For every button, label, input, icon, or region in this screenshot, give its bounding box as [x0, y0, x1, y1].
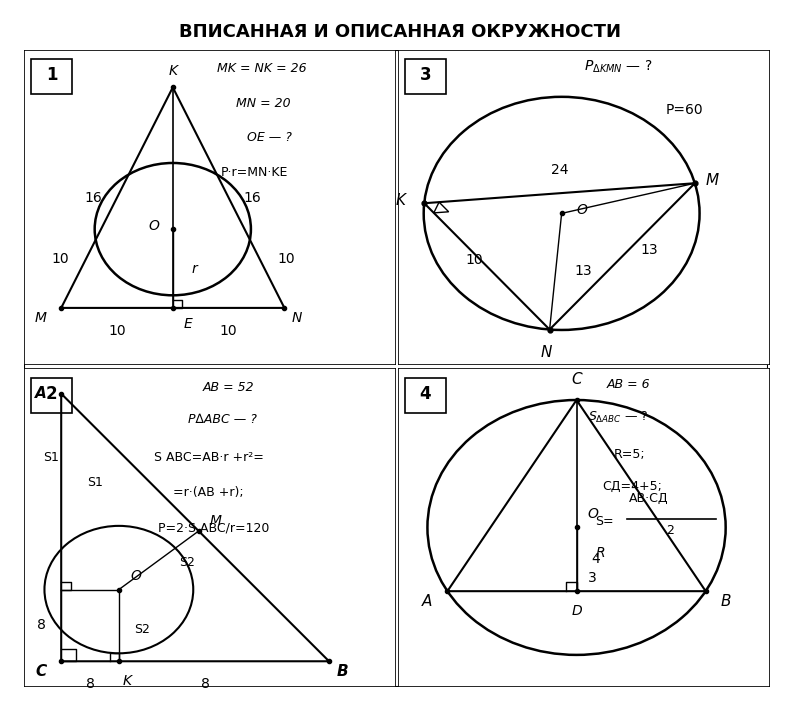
Text: AB = 6: AB = 6 — [606, 378, 650, 391]
Text: 4: 4 — [591, 552, 600, 566]
Text: O: O — [588, 507, 598, 521]
Text: 8: 8 — [86, 677, 94, 691]
Text: =r·(AB +r);: =r·(AB +r); — [173, 486, 243, 499]
Text: 10: 10 — [277, 252, 294, 266]
Text: 1: 1 — [46, 67, 58, 84]
Text: 10: 10 — [220, 324, 238, 338]
Text: 16: 16 — [84, 190, 102, 205]
Text: 8: 8 — [38, 618, 46, 632]
Text: C: C — [35, 664, 46, 680]
Bar — [31, 378, 72, 413]
Text: 8: 8 — [201, 677, 210, 691]
Text: AB·СД: AB·СД — [629, 492, 668, 506]
Text: 16: 16 — [243, 190, 262, 205]
Text: 13: 13 — [641, 243, 658, 257]
Text: $S_{\Delta ABC}$ — ?: $S_{\Delta ABC}$ — ? — [588, 409, 648, 425]
Text: r: r — [191, 261, 197, 275]
Text: K: K — [168, 64, 178, 78]
Text: P·r=MN·KE: P·r=MN·KE — [221, 166, 289, 179]
Text: O: O — [130, 569, 141, 583]
Text: N: N — [292, 311, 302, 325]
Text: MN = 20: MN = 20 — [236, 97, 290, 110]
Text: O: O — [149, 219, 160, 233]
Text: R=5;: R=5; — [614, 448, 646, 461]
Text: 2: 2 — [666, 524, 674, 537]
Text: S1: S1 — [43, 451, 59, 464]
Text: S1: S1 — [87, 476, 103, 489]
Text: E: E — [184, 317, 193, 331]
Text: N: N — [540, 346, 551, 360]
Text: MK = NK = 26: MK = NK = 26 — [218, 62, 307, 75]
Text: СД=4+5;: СД=4+5; — [602, 480, 662, 493]
Text: P=2·S ABC/r=120: P=2·S ABC/r=120 — [158, 521, 270, 534]
Text: $P_{\Delta KMN}$ — ?: $P_{\Delta KMN}$ — ? — [584, 59, 653, 76]
Text: 2: 2 — [46, 385, 58, 404]
Text: O: O — [577, 203, 587, 217]
Text: 10: 10 — [466, 253, 483, 267]
Text: A: A — [422, 595, 433, 610]
Text: P=60: P=60 — [666, 103, 704, 117]
Text: B: B — [721, 595, 731, 610]
Text: 3: 3 — [420, 67, 431, 84]
Text: P∆ABC — ?: P∆ABC — ? — [188, 413, 257, 426]
Text: 3: 3 — [588, 571, 597, 586]
Text: R: R — [595, 546, 605, 560]
Text: OE — ?: OE — ? — [247, 132, 292, 144]
Text: K: K — [122, 674, 132, 688]
Text: S ABC=AB·r +r²=: S ABC=AB·r +r²= — [154, 451, 264, 464]
Text: M: M — [210, 514, 222, 528]
Text: ВПИСАННАЯ И ОПИСАННАЯ ОКРУЖНОСТИ: ВПИСАННАЯ И ОПИСАННАЯ ОКРУЖНОСТИ — [179, 23, 621, 40]
Bar — [405, 378, 446, 413]
Bar — [405, 59, 446, 93]
Text: 10: 10 — [108, 324, 126, 338]
Text: S2: S2 — [134, 623, 150, 636]
Text: D: D — [571, 604, 582, 618]
Text: 13: 13 — [574, 265, 592, 278]
Text: A: A — [34, 386, 46, 401]
Text: 10: 10 — [51, 252, 69, 266]
Text: S2: S2 — [179, 556, 195, 569]
Text: AB = 52: AB = 52 — [202, 381, 254, 394]
Text: M: M — [34, 311, 46, 325]
Text: 24: 24 — [550, 164, 568, 178]
Text: S=: S= — [595, 515, 614, 527]
Bar — [31, 59, 72, 93]
Text: 4: 4 — [420, 385, 431, 404]
Text: K: K — [395, 193, 406, 207]
Text: M: M — [706, 173, 719, 188]
Text: C: C — [571, 372, 582, 387]
Text: B: B — [337, 664, 348, 680]
